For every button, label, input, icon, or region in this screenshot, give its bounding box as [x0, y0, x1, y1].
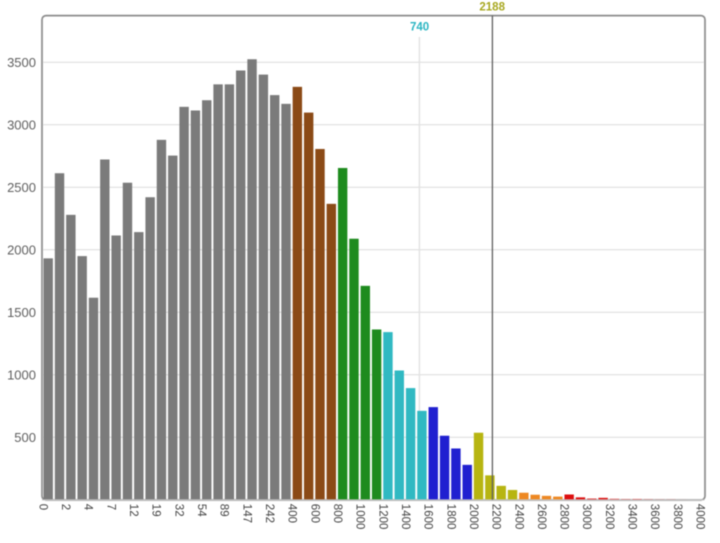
svg-text:2600: 2600 [535, 504, 547, 530]
svg-text:1400: 1400 [399, 504, 411, 530]
svg-text:0: 0 [36, 504, 48, 510]
svg-text:2000: 2000 [467, 504, 479, 530]
svg-text:1800: 1800 [444, 504, 456, 530]
svg-text:89: 89 [218, 504, 230, 517]
svg-text:2400: 2400 [512, 504, 524, 530]
svg-text:54: 54 [195, 504, 207, 517]
svg-text:4000: 4000 [694, 504, 706, 530]
svg-text:1500: 1500 [7, 305, 36, 320]
svg-text:600: 600 [308, 504, 320, 523]
svg-text:2188: 2188 [479, 2, 505, 14]
svg-text:2: 2 [59, 504, 71, 510]
svg-text:800: 800 [331, 504, 343, 523]
svg-text:3200: 3200 [603, 504, 615, 530]
svg-text:3400: 3400 [626, 504, 638, 530]
svg-text:3000: 3000 [580, 504, 592, 530]
svg-text:32: 32 [172, 504, 184, 517]
svg-text:500: 500 [14, 430, 36, 445]
svg-text:7: 7 [104, 504, 116, 510]
svg-text:12: 12 [127, 504, 139, 517]
svg-text:2000: 2000 [7, 242, 36, 257]
svg-text:1200: 1200 [376, 504, 388, 530]
svg-text:2200: 2200 [490, 504, 502, 530]
svg-text:3800: 3800 [671, 504, 683, 530]
svg-text:2500: 2500 [7, 180, 36, 195]
svg-text:1000: 1000 [7, 367, 36, 382]
svg-text:242: 242 [263, 504, 275, 523]
svg-text:3000: 3000 [7, 117, 36, 132]
svg-text:1600: 1600 [422, 504, 434, 530]
svg-text:400: 400 [286, 504, 298, 523]
svg-text:740: 740 [410, 22, 429, 34]
svg-text:147: 147 [240, 504, 252, 523]
svg-text:3600: 3600 [648, 504, 660, 530]
svg-text:4: 4 [82, 504, 94, 511]
svg-text:1000: 1000 [354, 504, 366, 530]
svg-text:3500: 3500 [7, 55, 36, 70]
svg-text:2800: 2800 [558, 504, 570, 530]
svg-text:19: 19 [150, 504, 162, 517]
